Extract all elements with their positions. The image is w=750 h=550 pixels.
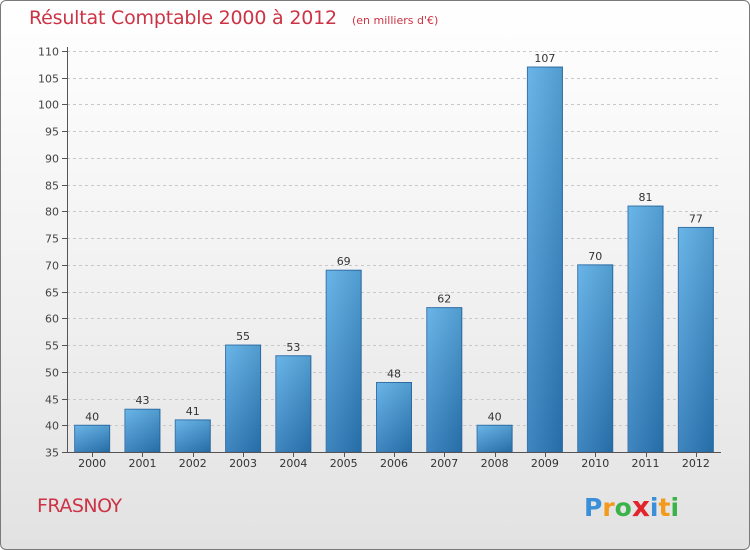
bar-value-label: 41 [186, 405, 200, 418]
bar-shade [628, 206, 664, 452]
bar-shade [175, 419, 211, 452]
proxiti-logo[interactable]: Proxiti [584, 490, 679, 523]
bar-value-label: 55 [236, 330, 250, 343]
bar-value-label: 70 [588, 250, 602, 263]
x-tick-label: 2006 [380, 457, 408, 470]
bar-value-label: 77 [689, 212, 703, 225]
bar-value-label: 40 [488, 410, 502, 423]
bar-value-label: 40 [85, 410, 99, 423]
bar-shade [124, 409, 160, 452]
bar-value-label: 69 [337, 255, 351, 268]
y-tick-label: 40 [45, 420, 59, 433]
logo-letter: t [658, 493, 671, 522]
x-tick-label: 2010 [581, 457, 609, 470]
bar-value-label: 53 [286, 341, 300, 354]
bar-shade [527, 67, 563, 452]
x-tick-label: 2000 [78, 457, 106, 470]
y-tick-label: 55 [45, 340, 59, 353]
x-tick-label: 2004 [279, 457, 307, 470]
y-tick-label: 45 [45, 394, 59, 407]
y-tick-label: 70 [45, 260, 59, 273]
bar-value-label: 107 [534, 52, 555, 65]
x-tick-label: 2007 [430, 457, 458, 470]
logo-letter: i [670, 493, 680, 522]
y-tick-label: 60 [45, 313, 59, 326]
bar-shade [225, 345, 261, 452]
x-tick-label: 2012 [682, 457, 710, 470]
y-tick-label: 110 [38, 46, 59, 59]
bars: 40 43 41 55 53 69 48 62 40 107 70 81 77 [74, 52, 714, 453]
y-tick-label: 100 [38, 99, 59, 112]
bar-shade [376, 382, 412, 452]
x-tick-label: 2001 [128, 457, 156, 470]
x-tick-label: 2002 [179, 457, 207, 470]
bar-shade [477, 425, 513, 452]
y-tick-label: 105 [38, 73, 59, 86]
y-tick-label: 90 [45, 153, 59, 166]
bar-value-label: 48 [387, 367, 401, 380]
chart-title: Résultat Comptable 2000 à 2012 [29, 7, 337, 29]
y-tick-label: 35 [45, 447, 59, 460]
y-tick-label: 65 [45, 287, 59, 300]
bar-shade [74, 425, 110, 452]
x-tick-label: 2009 [531, 457, 559, 470]
x-tick-label: 2005 [330, 457, 358, 470]
commune-name: FRASNOY [37, 495, 122, 517]
bar-value-label: 81 [639, 191, 653, 204]
y-tick-label: 80 [45, 206, 59, 219]
bar-value-label: 43 [135, 394, 149, 407]
logo-letter: o [614, 493, 632, 522]
logo-letter: i [649, 493, 659, 522]
y-tick-label: 50 [45, 367, 59, 380]
bar-shade [426, 307, 462, 452]
title-row: Résultat Comptable 2000 à 2012 (en milli… [29, 7, 438, 29]
chart-subtitle: (en milliers d'€) [351, 14, 439, 27]
x-tick-label: 2008 [481, 457, 509, 470]
axes: 35 40 45 50 55 60 65 70 75 80 85 90 95 100 105 110 2000 2… [38, 46, 721, 470]
bar-shade [678, 227, 714, 452]
logo-letter: P [584, 493, 603, 522]
x-tick-label: 2011 [632, 457, 660, 470]
y-tick-label: 75 [45, 233, 59, 246]
bar-value-label: 62 [437, 293, 451, 306]
y-tick-label: 85 [45, 180, 59, 193]
y-tick-label: 95 [45, 126, 59, 139]
bar-shade [326, 270, 362, 452]
logo-letter: r [602, 493, 615, 522]
x-tick-label: 2003 [229, 457, 257, 470]
bar-shade [577, 264, 613, 452]
logo-letter: x [631, 490, 650, 523]
bar-shade [275, 355, 311, 452]
